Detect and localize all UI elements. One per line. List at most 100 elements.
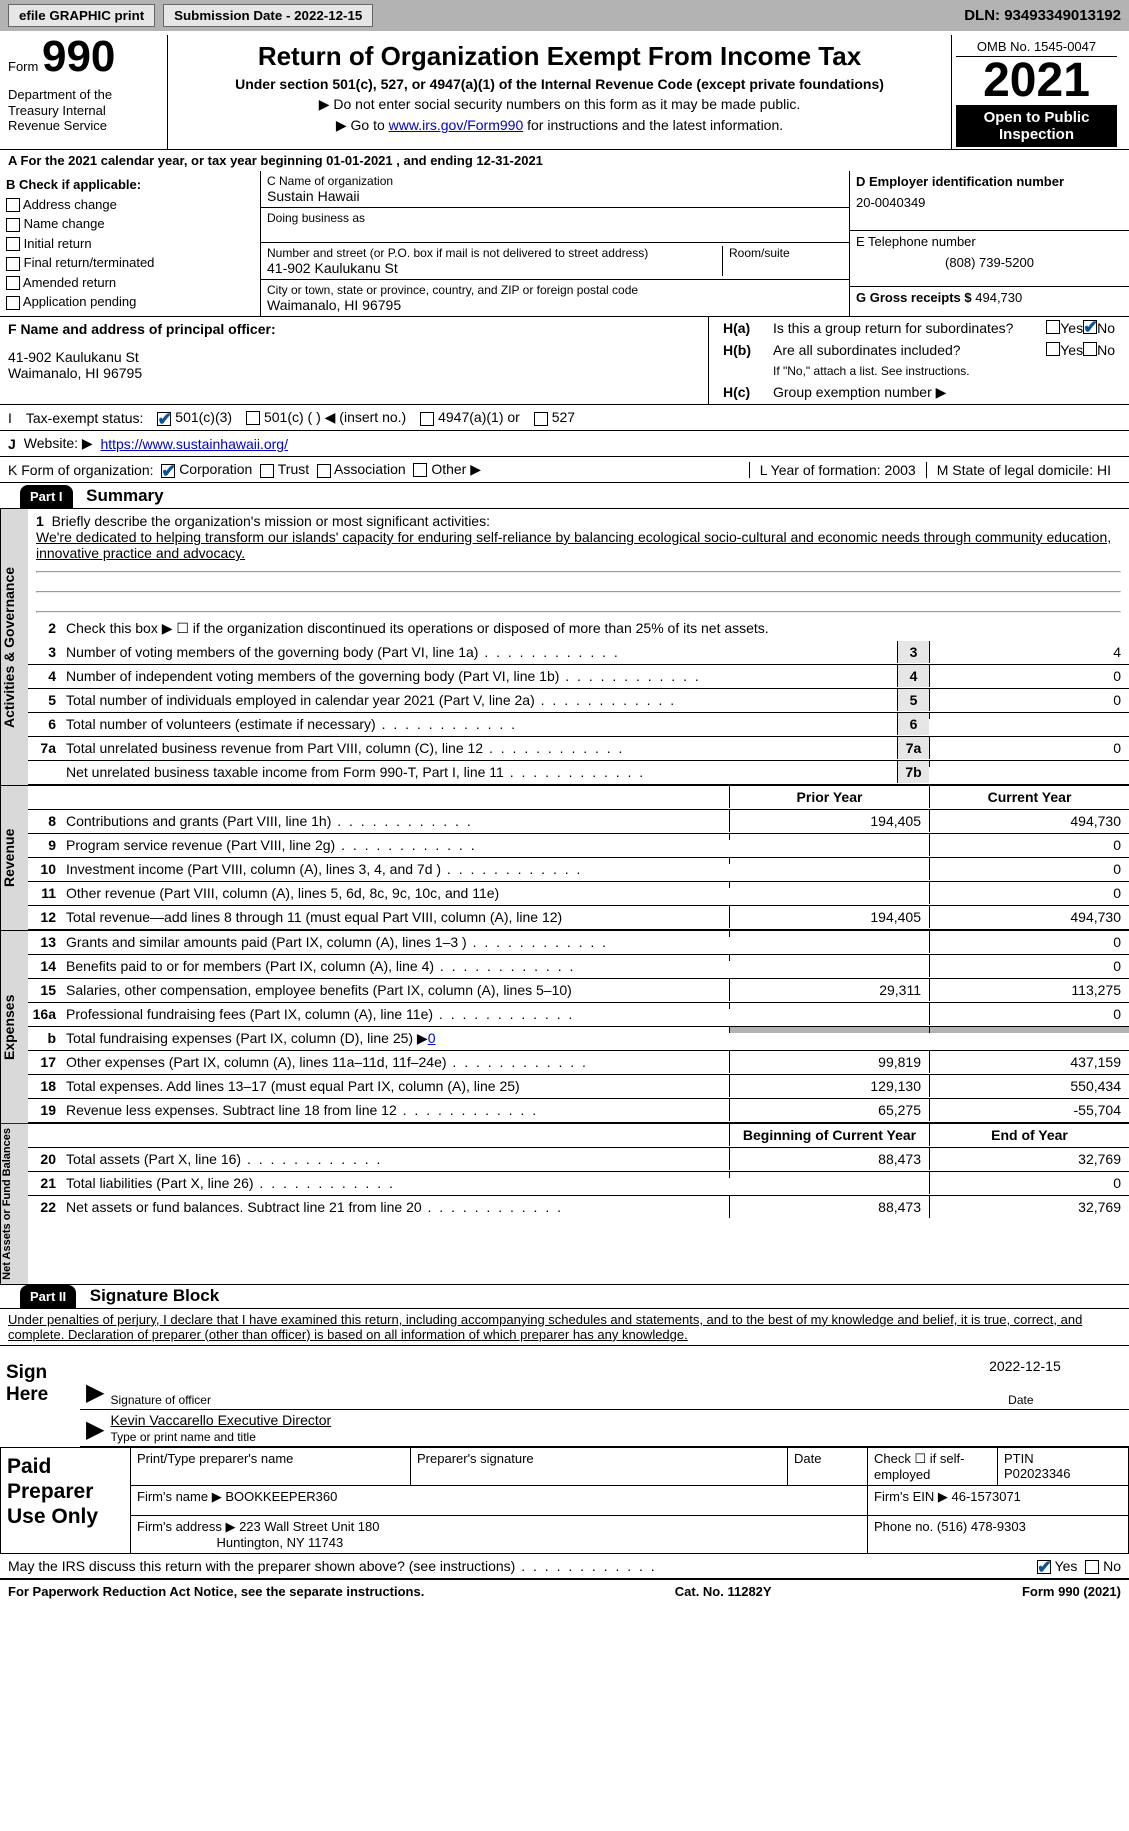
sig-date-label: Date bbox=[1008, 1393, 1033, 1407]
prep-sig-label: Preparer's signature bbox=[411, 1448, 788, 1485]
form-header: Form 990 Department of the Treasury Inte… bbox=[0, 31, 1129, 150]
cb-501c3[interactable]: 501(c)(3) bbox=[157, 409, 232, 425]
cb-discuss-yes[interactable]: Yes bbox=[1037, 1558, 1077, 1574]
efile-print-button[interactable]: efile GRAPHIC print bbox=[8, 4, 155, 27]
firm-addr: 223 Wall Street Unit 180 bbox=[239, 1519, 379, 1534]
website-link[interactable]: https://www.sustainhawaii.org/ bbox=[100, 436, 288, 452]
form-number: 990 bbox=[42, 32, 115, 81]
line-14: Benefits paid to or for members (Part IX… bbox=[60, 955, 729, 977]
hb-note: If "No," attach a list. See instructions… bbox=[773, 364, 1115, 378]
section-j: JWebsite: ▶ https://www.sustainhawaii.or… bbox=[0, 431, 1129, 457]
arrow-icon: ▶ bbox=[86, 1415, 104, 1444]
city-label: City or town, state or province, country… bbox=[267, 283, 843, 297]
line-4: Number of independent voting members of … bbox=[60, 665, 897, 687]
addr-label: Number and street (or P.O. box if mail i… bbox=[267, 246, 716, 260]
form-instruction-1: ▶ Do not enter social security numbers o… bbox=[178, 96, 941, 113]
cb-application-pending[interactable]: Application pending bbox=[6, 292, 254, 312]
expenses-section: Expenses 13Grants and similar amounts pa… bbox=[0, 930, 1129, 1123]
governance-section: Activities & Governance 1 Briefly descri… bbox=[0, 508, 1129, 785]
check-b-header: B Check if applicable: bbox=[6, 175, 254, 195]
penalties-text: Under penalties of perjury, I declare th… bbox=[0, 1308, 1129, 1346]
paid-preparer-section: Paid Preparer Use Only Print/Type prepar… bbox=[0, 1447, 1129, 1554]
cb-amended-return[interactable]: Amended return bbox=[6, 273, 254, 293]
state-domicile: HI bbox=[1097, 462, 1111, 478]
submission-date-button[interactable]: Submission Date - 2022-12-15 bbox=[163, 4, 373, 27]
street-address: 41-902 Kaulukanu St bbox=[267, 260, 716, 276]
ptin-value: P02023346 bbox=[1004, 1466, 1071, 1481]
hdr-boy: Beginning of Current Year bbox=[729, 1124, 929, 1146]
cb-name-change[interactable]: Name change bbox=[6, 214, 254, 234]
val-7a: 0 bbox=[929, 737, 1129, 759]
line-9: Program service revenue (Part VIII, line… bbox=[60, 834, 729, 856]
officer-label: F Name and address of principal officer: bbox=[8, 321, 700, 337]
form-word: Form bbox=[8, 59, 38, 74]
vtab-governance: Activities & Governance bbox=[0, 509, 28, 785]
cb-final-return[interactable]: Final return/terminated bbox=[6, 253, 254, 273]
c8: 494,730 bbox=[929, 810, 1129, 832]
room-label: Room/suite bbox=[729, 246, 843, 260]
prep-name-label: Print/Type preparer's name bbox=[131, 1448, 411, 1485]
cb-527[interactable]: 527 bbox=[534, 409, 575, 425]
mission-text: We're dedicated to helping transform our… bbox=[36, 529, 1111, 561]
officer-addr1: 41-902 Kaulukanu St bbox=[8, 349, 700, 365]
hdr-eoy: End of Year bbox=[929, 1124, 1129, 1146]
cb-assoc[interactable]: Association bbox=[317, 461, 406, 477]
part-i-title: Summary bbox=[86, 486, 163, 505]
page-footer: For Paperwork Reduction Act Notice, see … bbox=[0, 1579, 1129, 1603]
firm-name-label: Firm's name ▶ bbox=[137, 1489, 222, 1504]
phone-value: (808) 739-5200 bbox=[856, 255, 1123, 270]
cb-501c[interactable]: 501(c) ( ) ◀ (insert no.) bbox=[246, 409, 406, 426]
footer-left: For Paperwork Reduction Act Notice, see … bbox=[8, 1584, 424, 1599]
org-name: Sustain Hawaii bbox=[267, 188, 843, 204]
vtab-revenue: Revenue bbox=[0, 786, 28, 930]
vtab-netassets: Net Assets or Fund Balances bbox=[0, 1124, 28, 1284]
val-7b bbox=[929, 761, 1129, 767]
cb-discuss-no[interactable]: No bbox=[1085, 1558, 1121, 1574]
cb-4947[interactable]: 4947(a)(1) or bbox=[420, 409, 520, 425]
firm-addr2: Huntington, NY 11743 bbox=[216, 1535, 343, 1550]
form-org-label: K Form of organization: bbox=[8, 462, 154, 478]
officer-name: Kevin Vaccarello Executive Director bbox=[110, 1412, 331, 1428]
val-5: 0 bbox=[929, 689, 1129, 711]
part-ii-header: Part II bbox=[20, 1285, 76, 1308]
sign-date: 2022-12-15 bbox=[989, 1358, 1061, 1374]
gross-receipts-label: G Gross receipts $ bbox=[856, 290, 972, 305]
cb-other[interactable]: Other ▶ bbox=[413, 461, 481, 478]
line-7b: Net unrelated business taxable income fr… bbox=[60, 761, 897, 783]
hb-label: Are all subordinates included? bbox=[773, 342, 1046, 358]
ptin-label: PTIN bbox=[1004, 1451, 1034, 1466]
cb-corp[interactable]: Corporation bbox=[161, 461, 252, 477]
firm-addr-label: Firm's address ▶ bbox=[137, 1519, 235, 1534]
mission-label: Briefly describe the organization's miss… bbox=[52, 513, 490, 529]
prep-date-label: Date bbox=[788, 1448, 868, 1485]
hdr-prior: Prior Year bbox=[729, 786, 929, 808]
open-inspection: Open to Public Inspection bbox=[956, 105, 1117, 147]
form-instruction-2: ▶ Go to www.irs.gov/Form990 for instruct… bbox=[178, 117, 941, 134]
cb-trust[interactable]: Trust bbox=[260, 461, 309, 477]
line-19: Revenue less expenses. Subtract line 18 … bbox=[60, 1099, 729, 1121]
cb-address-change[interactable]: Address change bbox=[6, 195, 254, 215]
line-13: Grants and similar amounts paid (Part IX… bbox=[60, 931, 729, 953]
line-3: Number of voting members of the governin… bbox=[60, 641, 897, 663]
line-11: Other revenue (Part VIII, column (A), li… bbox=[60, 882, 729, 904]
val-3: 4 bbox=[929, 641, 1129, 663]
line-5: Total number of individuals employed in … bbox=[60, 689, 897, 711]
paid-preparer-label: Paid Preparer Use Only bbox=[1, 1448, 131, 1553]
firm-ein: 46-1573071 bbox=[952, 1489, 1021, 1504]
ein-value: 20-0040349 bbox=[856, 195, 1123, 210]
firm-phone-label: Phone no. bbox=[874, 1519, 933, 1534]
phone-label: E Telephone number bbox=[856, 234, 1123, 249]
irs-discuss: May the IRS discuss this return with the… bbox=[8, 1558, 657, 1574]
footer-right: Form 990 (2021) bbox=[1022, 1584, 1121, 1599]
sign-here-label: Sign Here bbox=[0, 1352, 80, 1447]
dln-label: DLN: 93493349013192 bbox=[964, 7, 1121, 24]
cb-initial-return[interactable]: Initial return bbox=[6, 234, 254, 254]
entity-section: B Check if applicable: Address change Na… bbox=[0, 171, 1129, 317]
irs-link[interactable]: www.irs.gov/Form990 bbox=[389, 117, 524, 133]
hc-label: Group exemption number ▶ bbox=[773, 384, 1115, 401]
p8: 194,405 bbox=[729, 810, 929, 832]
netassets-section: Net Assets or Fund Balances Beginning of… bbox=[0, 1123, 1129, 1285]
firm-phone: (516) 478-9303 bbox=[937, 1519, 1026, 1534]
section-i: ITax-exempt status: 501(c)(3) 501(c) ( )… bbox=[0, 405, 1129, 431]
vtab-expenses: Expenses bbox=[0, 931, 28, 1123]
